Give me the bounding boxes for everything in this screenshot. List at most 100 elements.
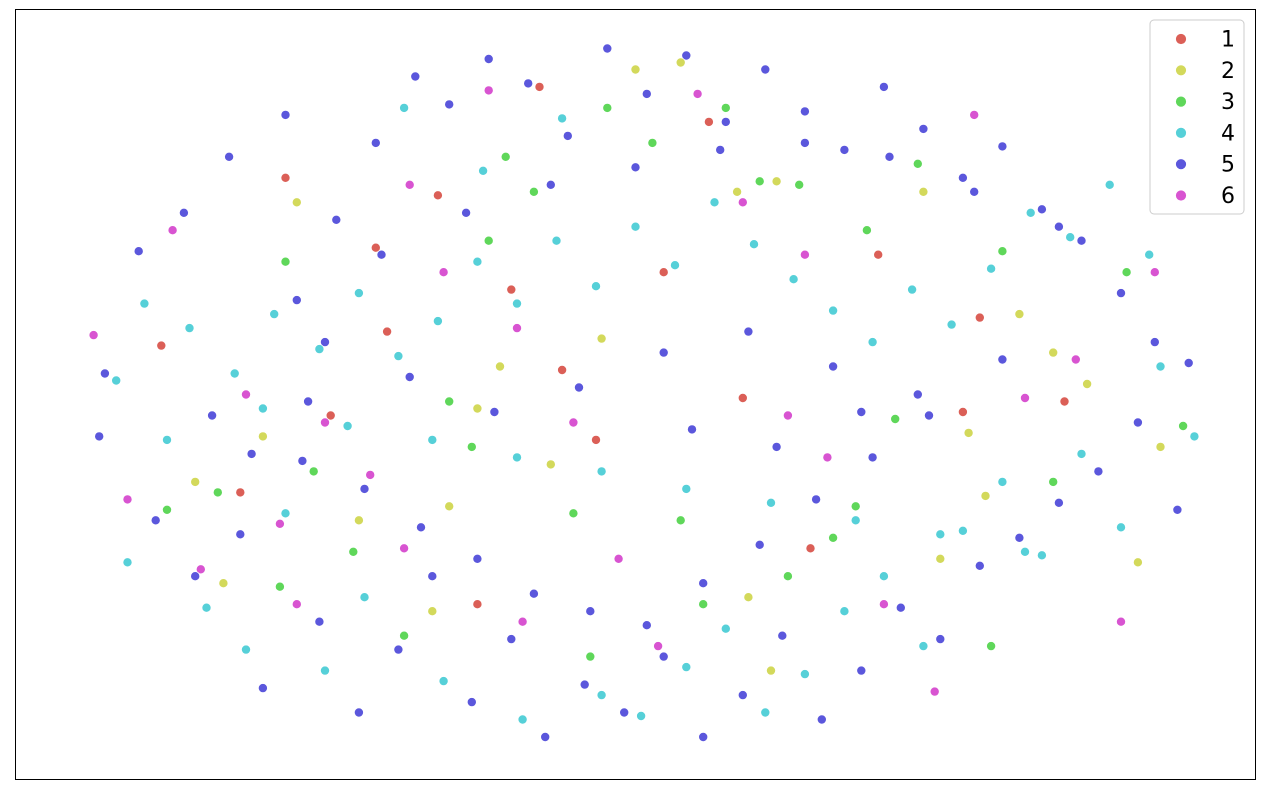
point-series-5-52 [1116,288,1127,299]
point-series-5-48 [1036,204,1047,215]
point-series-4-1 [161,434,172,445]
point-series-4-16 [760,707,771,718]
point-series-4-14 [681,662,692,673]
point-series-5-56 [1183,357,1194,368]
point-series-5-49 [1053,497,1064,508]
point-series-5-58 [246,448,257,459]
point-series-1-13 [805,543,816,554]
point-series-5-51 [1093,466,1104,477]
point-series-6-27 [404,179,415,190]
point-series-5-18 [444,99,455,110]
point-series-5-2 [133,246,144,257]
point-series-3-4 [466,441,477,452]
point-series-5-62 [472,553,483,564]
point-series-5-17 [427,571,438,582]
point-series-5-19 [466,697,477,708]
point-series-4-12 [596,690,607,701]
point-series-2-4 [353,515,364,526]
point-series-1-8 [974,312,985,323]
point-series-5-87 [912,389,923,400]
point-series-3-3 [444,396,455,407]
point-series-4-41 [630,221,641,232]
point-series-4-58 [512,452,523,463]
point-series-6-13 [613,553,624,564]
point-series-4-48 [907,284,918,295]
point-series-5-3 [150,515,161,526]
point-series-6-12 [568,417,579,428]
point-series-5-41 [895,602,906,613]
point-series-5-34 [760,64,771,75]
point-series-1-6 [235,487,246,498]
point-series-4-0 [122,557,133,568]
legend-marker-5 [1175,158,1187,171]
point-series-3-20 [161,504,172,515]
point-series-5-66 [698,578,709,589]
point-series-4-19 [878,571,889,582]
point-series-3-17 [1048,476,1059,487]
point-series-4-38 [512,298,523,309]
point-series-4-8 [438,676,449,687]
point-series-5-77 [799,137,810,148]
point-series-2-5 [444,501,455,512]
point-series-3-26 [782,571,793,582]
point-series-4-33 [314,344,325,355]
point-series-5-20 [483,54,494,65]
point-series-2-7 [494,361,505,372]
point-series-4-50 [986,263,997,274]
point-series-5-28 [641,88,652,99]
point-series-4-20 [918,641,929,652]
point-series-3-21 [274,581,285,592]
point-series-3-15 [912,158,923,169]
point-series-6-26 [291,599,302,610]
point-series-4-57 [427,434,438,445]
point-series-1-5 [325,410,336,421]
point-series-3-11 [754,176,765,187]
point-series-5-72 [376,249,387,260]
legend-frame [1149,19,1245,215]
point-series-5-64 [585,606,596,617]
point-series-4-15 [720,623,731,634]
point-series-6-17 [782,410,793,421]
point-series-5-73 [461,207,472,218]
point-series-2-8 [545,459,556,470]
point-series-5-10 [297,455,308,466]
point-series-6-2 [167,225,178,236]
point-series-4-43 [709,197,720,208]
point-series-5-8 [257,683,268,694]
point-series-4-60 [681,483,692,494]
point-series-5-23 [540,732,551,743]
legend: 1 2 3 4 5 6 [1149,19,1245,215]
point-series-3-6 [528,186,539,197]
point-series-1-9 [1059,396,1070,407]
point-series-5-22 [523,78,534,89]
point-series-5-54 [1149,337,1160,348]
point-series-5-84 [658,347,669,358]
point-series-4-24 [1076,448,1087,459]
point-series-4-37 [472,256,483,267]
point-series-4-36 [432,316,443,327]
point-series-5-69 [867,452,878,463]
point-series-5-13 [353,707,364,718]
point-series-4-53 [1104,179,1115,190]
point-series-4-44 [749,239,760,250]
point-series-4-6 [359,592,370,603]
point-series-6-3 [195,564,206,575]
point-series-5-82 [489,406,500,417]
point-series-2-12 [743,592,754,603]
point-series-2-3 [257,431,268,442]
point-series-6-4 [240,389,251,400]
point-series-5-14 [370,137,381,148]
point-series-4-63 [935,529,946,540]
point-series-6-7 [365,469,376,480]
point-series-5-79 [969,186,980,197]
point-series-4-35 [393,351,404,362]
point-series-2-19 [1014,309,1025,320]
point-series-2-24 [732,186,743,197]
point-series-5-44 [957,172,968,183]
point-series-5-61 [415,522,426,533]
point-series-5-92 [856,406,867,417]
point-series-3-29 [850,501,861,512]
legend-marker-4 [1175,126,1187,139]
point-series-1-7 [472,599,483,610]
point-series-4-27 [1189,431,1200,442]
